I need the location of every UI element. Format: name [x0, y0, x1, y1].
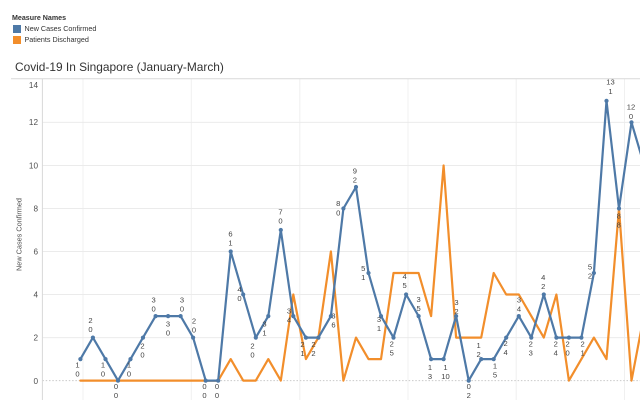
svg-text:6: 6: [33, 247, 38, 256]
svg-text:1: 1: [101, 360, 105, 369]
svg-text:4: 4: [237, 285, 241, 294]
svg-text:0: 0: [140, 351, 144, 360]
svg-text:6: 6: [331, 321, 335, 330]
svg-text:5: 5: [493, 371, 497, 380]
svg-text:3: 3: [428, 372, 432, 381]
svg-text:10: 10: [441, 372, 449, 381]
svg-text:2: 2: [88, 316, 92, 325]
svg-text:0: 0: [127, 370, 131, 379]
svg-text:1: 1: [443, 363, 447, 372]
svg-text:4: 4: [554, 349, 558, 358]
svg-text:0: 0: [114, 391, 118, 400]
svg-text:4: 4: [287, 316, 291, 325]
svg-text:0: 0: [215, 382, 219, 391]
svg-text:3: 3: [287, 306, 291, 315]
svg-text:2: 2: [580, 339, 584, 348]
svg-text:0: 0: [336, 209, 340, 218]
svg-text:2: 2: [192, 316, 196, 325]
svg-text:9: 9: [353, 166, 357, 175]
svg-text:1: 1: [300, 349, 304, 358]
svg-text:1: 1: [476, 341, 480, 350]
svg-text:4: 4: [33, 290, 38, 299]
svg-text:10: 10: [29, 161, 39, 170]
svg-text:0: 0: [192, 326, 196, 335]
svg-text:0: 0: [250, 351, 254, 360]
svg-text:0: 0: [180, 305, 184, 314]
svg-text:2: 2: [311, 349, 315, 358]
svg-text:0: 0: [151, 305, 155, 314]
svg-text:2: 2: [300, 340, 304, 349]
svg-text:2: 2: [33, 333, 38, 342]
svg-text:8: 8: [617, 221, 621, 230]
svg-text:2: 2: [554, 339, 558, 348]
svg-text:8: 8: [617, 211, 621, 220]
svg-text:0: 0: [215, 391, 219, 400]
svg-text:0: 0: [467, 382, 471, 391]
svg-text:0: 0: [278, 217, 282, 226]
svg-text:0: 0: [33, 377, 38, 386]
svg-text:3: 3: [331, 311, 335, 320]
svg-text:0: 0: [166, 329, 170, 338]
svg-text:3: 3: [166, 319, 170, 328]
svg-text:14: 14: [29, 81, 39, 90]
svg-text:12: 12: [627, 103, 635, 112]
svg-text:3: 3: [529, 349, 533, 358]
svg-text:5: 5: [402, 281, 406, 290]
svg-text:1: 1: [428, 363, 432, 372]
svg-text:1: 1: [361, 273, 365, 282]
svg-text:2: 2: [390, 339, 394, 348]
svg-text:4: 4: [503, 348, 507, 357]
svg-text:3: 3: [262, 319, 266, 328]
svg-text:2: 2: [140, 341, 144, 350]
svg-text:8: 8: [336, 199, 340, 208]
svg-text:3: 3: [416, 295, 420, 304]
svg-text:2: 2: [588, 272, 592, 281]
svg-text:2: 2: [541, 282, 545, 291]
svg-text:1: 1: [127, 360, 131, 369]
svg-text:2: 2: [476, 350, 480, 359]
svg-text:7: 7: [278, 207, 282, 216]
svg-text:0: 0: [75, 370, 79, 379]
svg-text:5: 5: [390, 349, 394, 358]
svg-text:2: 2: [565, 339, 569, 348]
svg-text:1: 1: [377, 324, 381, 333]
svg-text:2: 2: [250, 341, 254, 350]
svg-text:5: 5: [361, 264, 365, 273]
svg-text:0: 0: [114, 382, 118, 391]
svg-text:4: 4: [517, 305, 521, 314]
svg-text:3: 3: [151, 295, 155, 304]
svg-text:2: 2: [353, 176, 357, 185]
svg-text:0: 0: [202, 391, 206, 400]
svg-text:1: 1: [75, 360, 79, 369]
svg-text:4: 4: [541, 273, 545, 282]
svg-text:3: 3: [517, 295, 521, 304]
svg-text:1: 1: [493, 361, 497, 370]
svg-text:6: 6: [228, 229, 232, 238]
svg-text:2: 2: [311, 340, 315, 349]
svg-text:1: 1: [262, 329, 266, 338]
svg-text:0: 0: [88, 325, 92, 334]
svg-text:3: 3: [454, 298, 458, 307]
svg-text:0: 0: [101, 370, 105, 379]
svg-text:1: 1: [228, 239, 232, 248]
svg-text:1: 1: [580, 349, 584, 358]
svg-text:4: 4: [402, 272, 406, 281]
svg-text:12: 12: [29, 118, 39, 127]
svg-text:2: 2: [529, 339, 533, 348]
svg-text:5: 5: [588, 262, 592, 271]
svg-text:13: 13: [606, 78, 614, 87]
svg-text:0: 0: [565, 349, 569, 358]
svg-text:2: 2: [467, 391, 471, 400]
svg-text:0: 0: [202, 382, 206, 391]
svg-text:8: 8: [33, 204, 38, 213]
svg-text:New Cases Confirmed: New Cases Confirmed: [15, 198, 24, 271]
svg-text:3: 3: [377, 315, 381, 324]
svg-text:1: 1: [608, 87, 612, 96]
svg-text:2: 2: [503, 339, 507, 348]
svg-text:3: 3: [180, 295, 184, 304]
svg-text:0: 0: [629, 112, 633, 121]
svg-text:2: 2: [454, 307, 458, 316]
svg-text:0: 0: [237, 294, 241, 303]
svg-text:5: 5: [416, 304, 420, 313]
